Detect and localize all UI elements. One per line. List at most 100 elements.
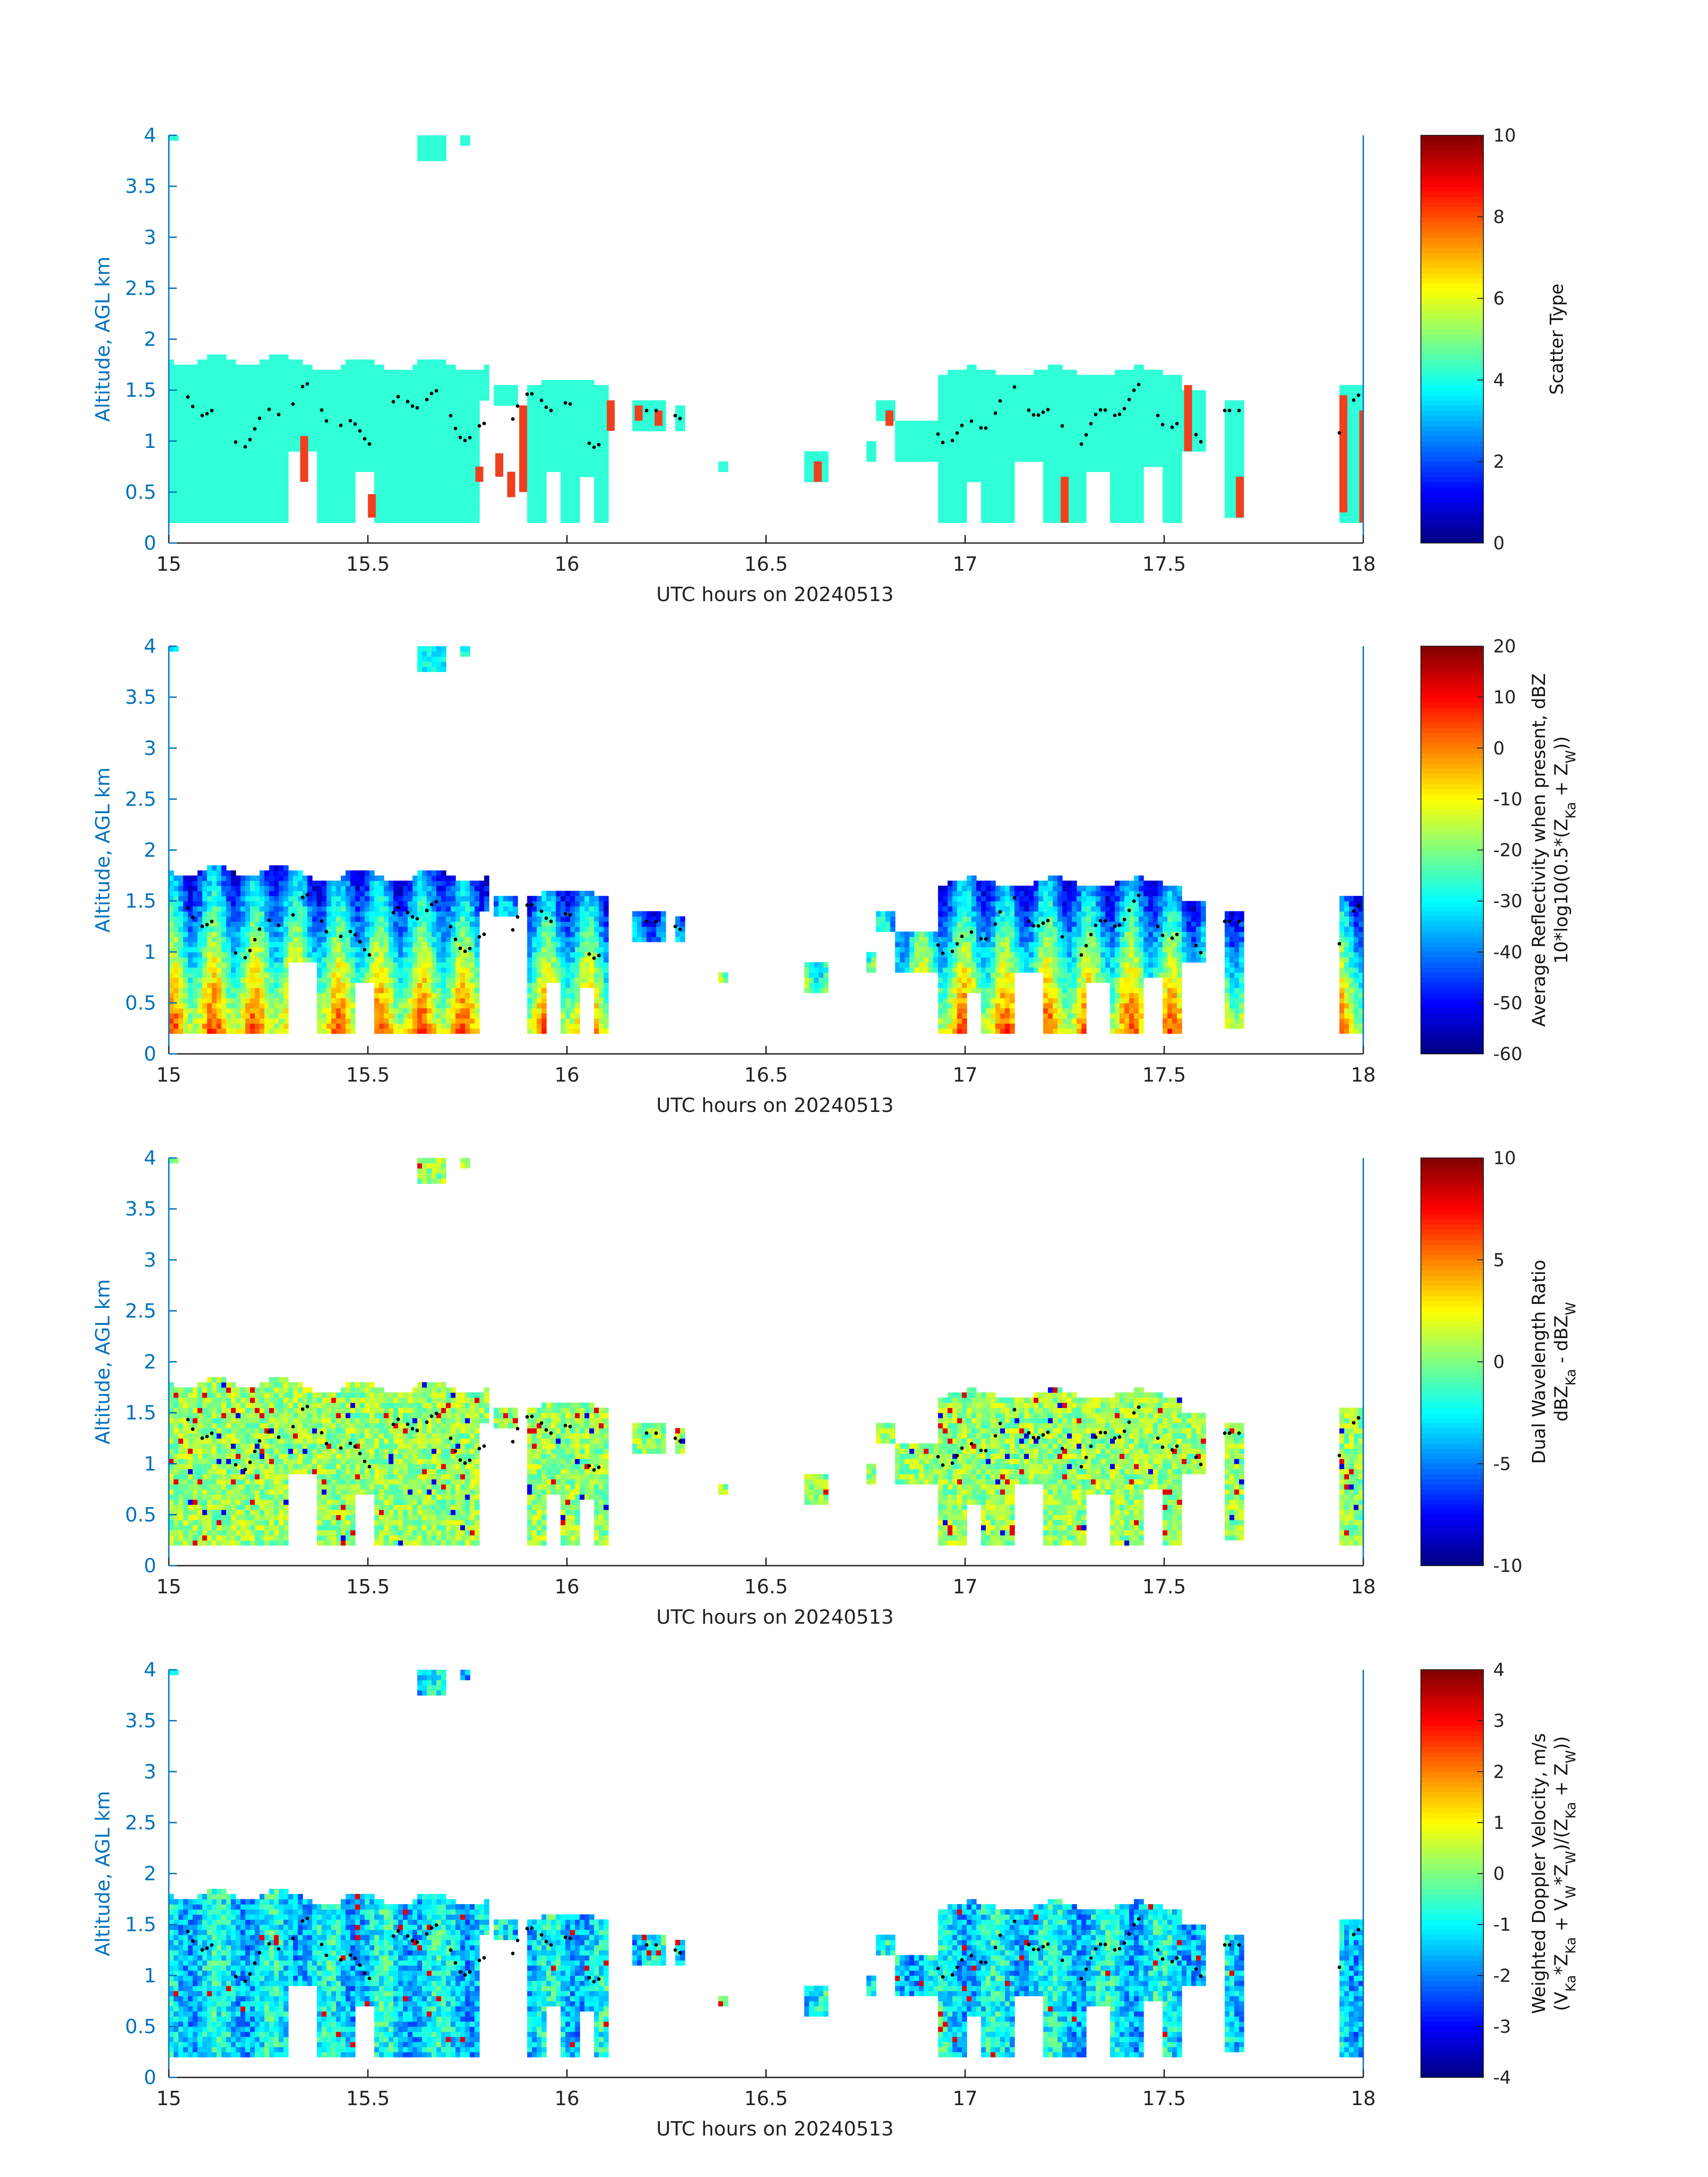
heatmap-cell — [207, 1018, 213, 1024]
heatmap-cell — [192, 451, 198, 457]
heatmap-cell — [431, 466, 437, 472]
heatmap-cell — [221, 446, 227, 452]
heatmap-cell — [417, 155, 422, 161]
heatmap-cell — [264, 400, 270, 406]
heatmap-cell — [546, 441, 551, 447]
heatmap-cell — [422, 446, 427, 452]
heatmap-cell — [398, 472, 404, 477]
heatmap-cell — [580, 390, 585, 396]
heatmap-cell — [541, 461, 547, 467]
heatmap-cell — [1139, 410, 1144, 416]
heatmap-cell — [1043, 380, 1048, 385]
heatmap-cell — [675, 410, 681, 416]
heatmap-cell — [986, 446, 991, 452]
heatmap-cell — [1010, 395, 1015, 401]
heatmap-cell — [1172, 487, 1178, 493]
heatmap-cell — [1077, 497, 1082, 503]
heatmap-cell — [322, 380, 327, 385]
heatmap-cell — [1177, 385, 1182, 391]
heatmap-cell — [202, 497, 208, 503]
heatmap-cell — [1010, 456, 1015, 462]
y-axis-label: Altitude, AGL km — [92, 256, 114, 422]
heatmap-cell — [1043, 456, 1048, 462]
heatmap-cell — [207, 421, 213, 426]
heatmap-cell — [269, 441, 275, 447]
heatmap-cell — [1048, 364, 1053, 370]
heatmap-cell — [1139, 451, 1144, 457]
heatmap-cell — [1124, 497, 1130, 503]
heatmap-cell — [938, 512, 944, 518]
scatter-type-bar — [1061, 476, 1069, 523]
heatmap-cell — [322, 415, 327, 421]
heatmap-cell — [379, 502, 384, 508]
heatmap-cell — [986, 426, 991, 431]
heatmap-cell — [231, 466, 236, 472]
heatmap-cell — [446, 507, 451, 513]
heatmap-cell — [288, 436, 293, 442]
heatmap-cell — [1038, 405, 1044, 411]
heatmap-cell — [364, 415, 370, 421]
heatmap-cell — [1353, 426, 1359, 431]
heatmap-cell — [341, 472, 346, 477]
heatmap-cell — [981, 410, 986, 416]
heatmap-cell — [948, 441, 953, 447]
heatmap-cell — [1043, 400, 1048, 406]
heatmap-cell — [412, 461, 418, 467]
heatmap-cell — [455, 410, 461, 416]
heatmap-cell — [288, 375, 293, 380]
heatmap-cell — [1014, 415, 1020, 421]
data-point — [410, 404, 414, 408]
heatmap-cell — [938, 476, 944, 482]
heatmap-cell — [1077, 385, 1082, 391]
colorbar-swatch — [1421, 324, 1483, 330]
heatmap-cell — [599, 441, 604, 447]
heatmap-cell — [441, 400, 447, 406]
heatmap-cell — [1005, 502, 1010, 508]
heatmap-cell — [962, 466, 967, 472]
heatmap-cell — [555, 466, 561, 472]
heatmap-cell — [971, 385, 977, 391]
heatmap-cell — [226, 421, 231, 426]
heatmap-cell — [446, 466, 451, 472]
heatmap-cell — [178, 451, 184, 457]
heatmap-cell — [1000, 476, 1006, 482]
heatmap-cell — [207, 466, 213, 472]
heatmap-cell — [470, 451, 475, 457]
heatmap-cell — [460, 421, 466, 426]
heatmap-cell — [441, 476, 447, 482]
heatmap-cell — [398, 390, 404, 396]
heatmap-cell — [1105, 415, 1111, 421]
heatmap-cell — [188, 456, 193, 462]
heatmap-cell — [426, 502, 432, 508]
heatmap-cell — [938, 405, 944, 411]
heatmap-cell — [866, 441, 872, 447]
heatmap-cell — [431, 375, 437, 380]
heatmap-cell — [178, 890, 184, 896]
heatmap-cell — [269, 390, 275, 396]
heatmap-cell — [269, 395, 275, 401]
data-point — [1223, 409, 1227, 413]
heatmap-cell — [474, 415, 480, 421]
heatmap-cell — [536, 426, 542, 431]
heatmap-cell — [274, 385, 279, 391]
heatmap-cell — [312, 410, 317, 416]
heatmap-cell — [541, 446, 547, 452]
heatmap-cell — [317, 405, 322, 411]
heatmap-cell — [398, 410, 404, 416]
heatmap-cell — [412, 436, 418, 442]
heatmap-cell — [240, 370, 246, 376]
heatmap-cell — [938, 502, 944, 508]
heatmap-cell — [1081, 502, 1087, 508]
heatmap-cell — [408, 436, 413, 442]
heatmap-cell — [250, 1003, 255, 1009]
heatmap-cell — [226, 395, 231, 401]
heatmap-cell — [431, 400, 437, 406]
heatmap-cell — [455, 482, 461, 488]
heatmap-cell — [948, 487, 953, 493]
heatmap-cell — [188, 370, 193, 376]
heatmap-cell — [1005, 451, 1010, 457]
heatmap-cell — [565, 492, 571, 498]
heatmap-cell — [283, 405, 289, 411]
heatmap-cell — [231, 972, 236, 978]
heatmap-cell — [451, 512, 456, 518]
